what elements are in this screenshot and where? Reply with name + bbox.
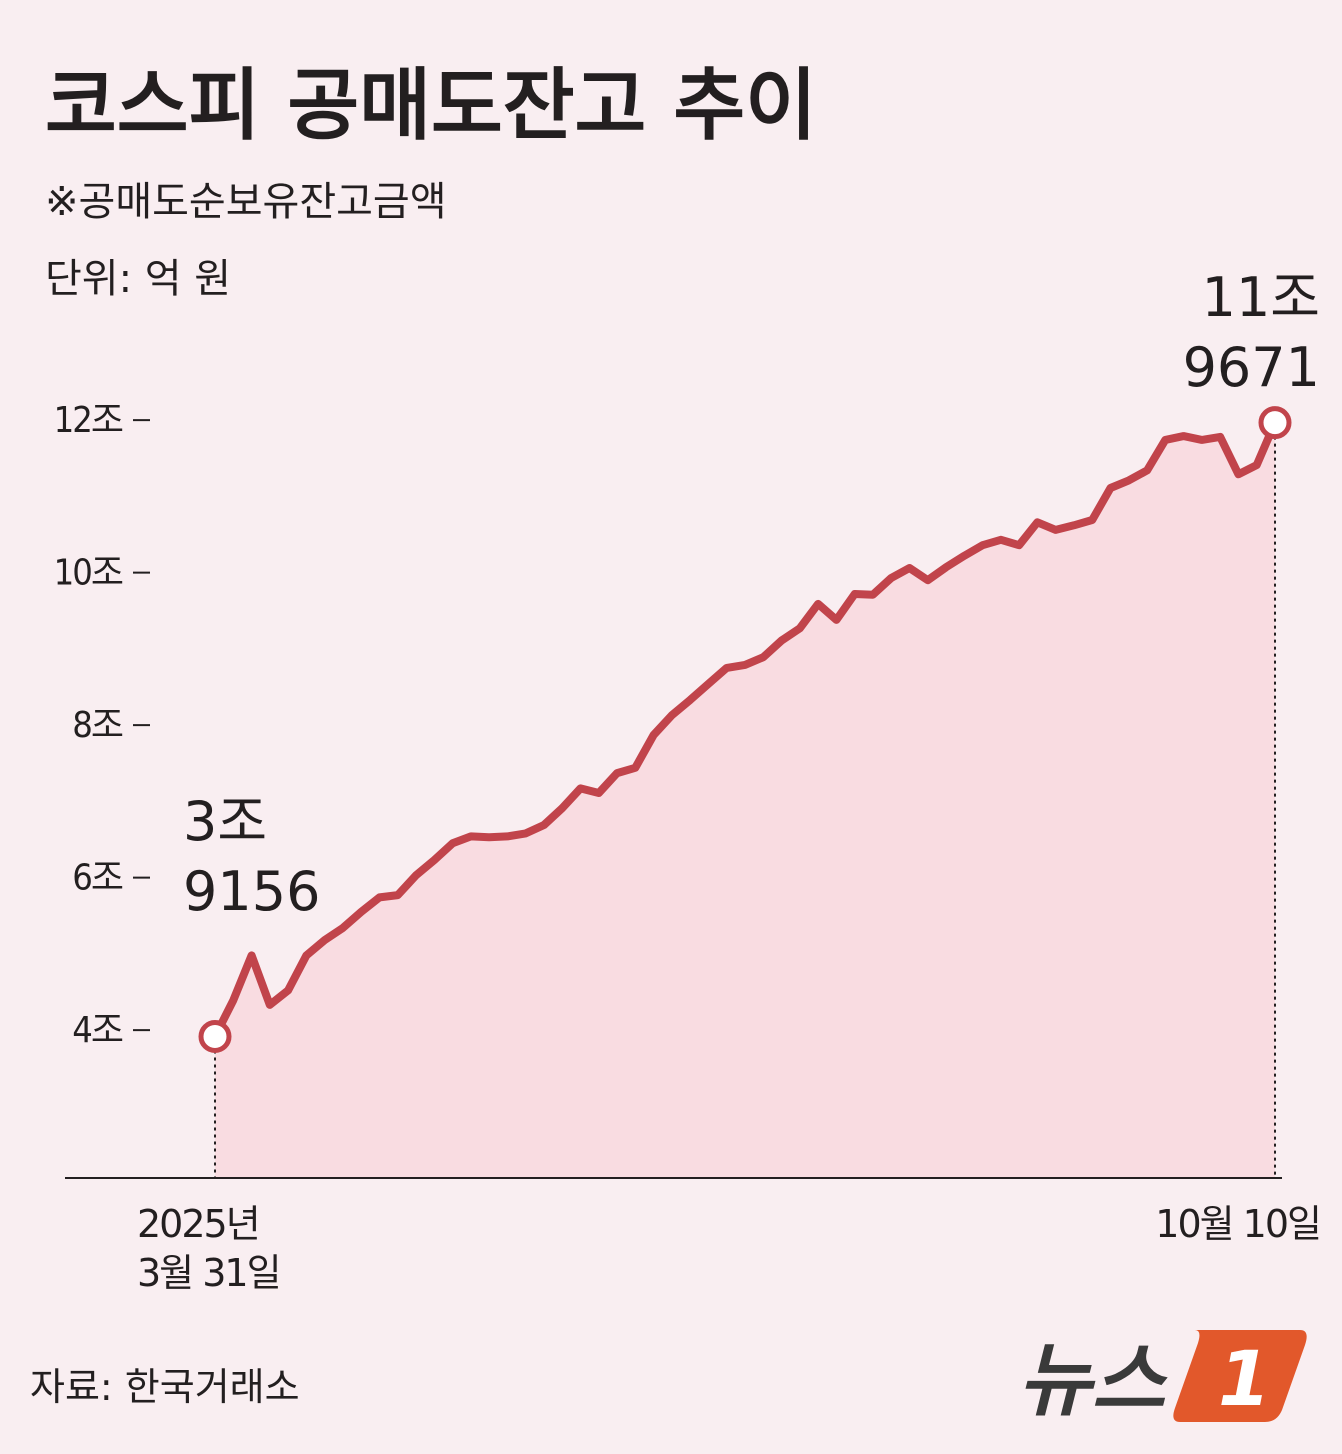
data-label: 11조 9671 — [1182, 265, 1320, 399]
y-tick-label: 8조 — [72, 705, 123, 746]
logo-text: 뉴스 — [1018, 1334, 1169, 1427]
y-tick-label: 6조 — [72, 858, 123, 899]
subtitle: ※공매도순보유잔고금액 — [45, 179, 447, 225]
y-tick-label: 12조 — [54, 400, 123, 441]
y-tick-label: 10조 — [54, 553, 123, 594]
point — [1258, 406, 1292, 440]
data-label: 3조 9156 — [183, 789, 321, 923]
logo-mark-bg — [1173, 1330, 1307, 1422]
logo-mark: 1 — [1218, 1334, 1271, 1423]
x-tick-label: 10월 10일 — [1155, 1202, 1322, 1246]
x-tick-label: 2025년 3월 31일 — [137, 1202, 282, 1296]
area — [215, 422, 1275, 1179]
chart-title: 코스피 공매도잔고 추이 — [45, 61, 817, 151]
source: 자료: 한국거래소 — [30, 1365, 300, 1409]
unit-label: 단위: 억 원 — [45, 256, 231, 302]
line — [211, 418, 1279, 1041]
y-tick-label: 4조 — [72, 1010, 123, 1051]
point — [198, 1020, 232, 1054]
